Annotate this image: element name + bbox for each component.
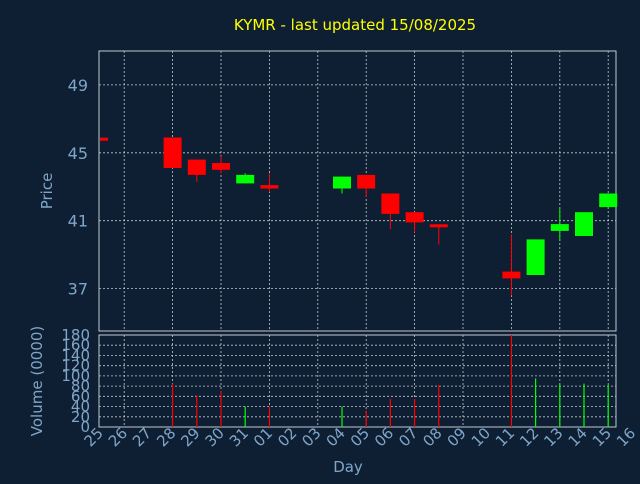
candle-body [550,224,569,231]
volume-tick-label: 100 [61,367,90,385]
candle [333,176,351,194]
candle [187,159,206,182]
candle [212,156,230,174]
x-axis-label: Day [333,458,363,476]
volume-tick-label: 20 [71,408,90,426]
candle [502,234,521,296]
candle [100,137,108,141]
candle-body [212,163,230,170]
candle-body [163,137,182,168]
volume-tick-label: 60 [71,387,90,405]
candle-body [429,224,448,228]
candle-body [357,174,376,189]
candle [236,173,255,184]
candle [526,239,545,275]
volume-tick-label: 40 [71,398,90,416]
volume-tick-label: 120 [61,357,90,375]
price-tick-label: 41 [68,212,88,231]
candle [575,212,593,236]
candle-body [575,212,593,236]
candle [381,193,400,230]
candle [260,173,279,192]
volume-tick-label: 160 [61,336,90,354]
price-tick-label: 45 [68,144,88,163]
price-tick-label: 49 [68,76,88,95]
candle-body [526,239,545,275]
candle [163,137,182,169]
price-panel-frame [98,50,617,332]
candle-body [405,212,424,223]
volume-tick-label: 80 [71,377,90,395]
candle [429,224,448,245]
volume-tick-label: 0 [80,418,90,436]
candle [357,174,376,197]
candles [100,137,618,296]
candle-body [502,271,521,279]
volume-panel-frame [98,334,617,428]
candle-body [333,176,351,189]
candle-body [100,137,108,141]
volume-axis-label: Volume (0000) [28,326,46,436]
candle-body [236,174,255,184]
candle-body [187,159,206,175]
price-tick-label: 37 [68,280,88,299]
candle-body [260,185,279,189]
price-axis-label: Price [38,173,56,210]
volume-tick-label: 140 [61,346,90,364]
candle-body [599,193,618,208]
candle-body [381,193,400,214]
candle [599,193,618,209]
candle [550,207,569,242]
candle [405,212,424,233]
volume-bars [172,335,609,427]
x-tick-labels: 2526272829303101020304050607080910111213… [81,424,640,450]
price-tick-labels: 37 41 45 49 [68,76,88,299]
volume-tick-label: 180 [61,326,90,344]
chart-title: KYMR - last updated 15/08/2025 [234,16,476,34]
